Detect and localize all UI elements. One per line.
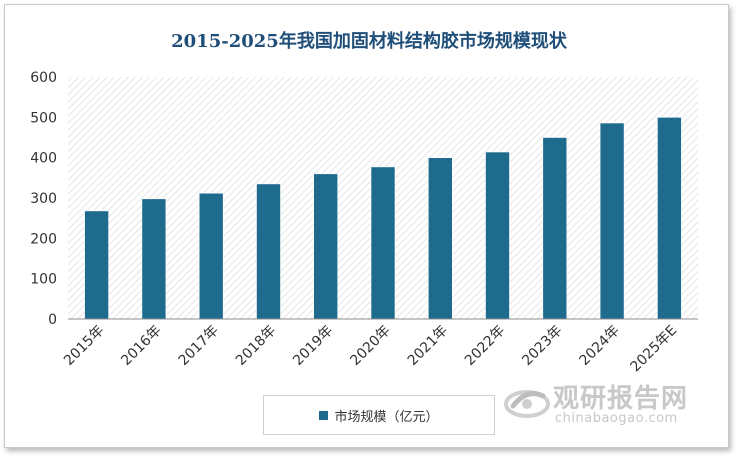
x-tick-label: 2023年 — [519, 323, 565, 369]
y-tick-label: 100 — [30, 272, 57, 288]
bar — [427, 157, 453, 320]
legend-label: 市场规模（亿元） — [334, 409, 439, 425]
x-tick-label: 2020年 — [347, 323, 393, 369]
x-tick-label: 2016年 — [118, 323, 164, 369]
y-tick-label: 200 — [30, 231, 57, 247]
bar — [198, 192, 224, 320]
x-tick-label: 2017年 — [176, 323, 222, 369]
y-tick-label: 600 — [30, 70, 57, 86]
y-tick-label: 400 — [30, 151, 57, 167]
x-tick-label: 2015年 — [61, 323, 107, 369]
x-tick-label: 2019年 — [290, 323, 336, 369]
legend-swatch — [319, 410, 329, 420]
bar — [313, 173, 339, 320]
y-tick-label: 300 — [30, 191, 57, 207]
y-tick-label: 0 — [48, 312, 57, 328]
bar — [256, 183, 281, 320]
y-tick-label: 500 — [30, 110, 57, 126]
bar — [141, 198, 167, 320]
watermark: 观研报告网 chinabaogao.com — [503, 378, 703, 430]
watermark-brand: 观研报告网 — [553, 384, 689, 414]
watermark-logo-icon — [504, 390, 550, 418]
bar — [485, 151, 510, 320]
chart-legend: 市场规模（亿元） — [263, 395, 495, 435]
chart-title: 2015-2025年我国加固材料结构胶市场规模现状 — [171, 31, 567, 52]
x-tick-label: 2021年 — [405, 323, 451, 369]
x-tick-label: 2025年E — [628, 323, 681, 376]
watermark-url: chinabaogao.com — [555, 411, 678, 426]
bar — [84, 210, 109, 320]
x-tick-label: 2022年 — [462, 323, 508, 369]
x-tick-label: 2018年 — [233, 323, 279, 369]
bar — [657, 117, 682, 320]
bar — [370, 166, 396, 320]
bar — [599, 122, 625, 320]
x-tick-label: 2024年 — [577, 323, 623, 369]
bar — [542, 137, 568, 320]
